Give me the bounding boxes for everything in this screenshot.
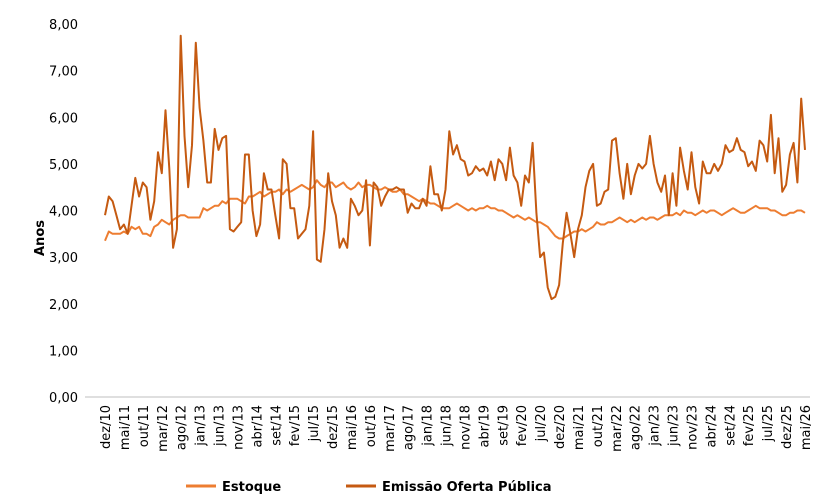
x-tick-label: mai/21 <box>572 405 587 450</box>
x-tick-label: abr/24 <box>704 405 719 448</box>
y-tick-label: 3,00 <box>49 251 78 266</box>
x-tick-label: abr/14 <box>250 405 265 448</box>
x-tick-label: dez/10 <box>99 405 114 449</box>
x-tick-label: out/21 <box>591 405 606 447</box>
x-tick-label: set/24 <box>723 405 738 446</box>
x-tick-label: jan/18 <box>421 405 436 447</box>
x-tick-label: dez/20 <box>553 405 568 449</box>
x-tick-label: mai/26 <box>799 405 813 450</box>
x-tick-label: jul/20 <box>534 405 549 442</box>
x-tick-label: jan/23 <box>648 405 663 447</box>
x-tick-label: mar/12 <box>156 405 171 452</box>
x-tick-label: set/19 <box>496 405 511 446</box>
x-tick-label: jun/13 <box>213 405 228 447</box>
x-tick-label: ago/12 <box>175 405 190 450</box>
x-tick-label: out/11 <box>137 405 152 447</box>
x-tick-label: fev/20 <box>515 405 530 446</box>
x-tick-label: abr/19 <box>477 405 492 448</box>
x-tick-label: fev/25 <box>742 405 757 446</box>
x-tick-label: mar/22 <box>610 405 625 452</box>
x-tick-label: mar/17 <box>383 405 398 452</box>
y-tick-label: 4,00 <box>49 205 78 220</box>
y-tick-label: 2,00 <box>49 298 78 313</box>
x-tick-label: set/14 <box>269 405 284 446</box>
y-tick-label: 8,00 <box>49 18 78 33</box>
legend-label: Emissão Oferta Pública <box>382 480 552 495</box>
x-tick-label: fev/15 <box>288 405 303 446</box>
y-tick-label: 0,00 <box>49 391 78 406</box>
x-tick-label: out/16 <box>364 405 379 447</box>
y-tick-label: 1,00 <box>49 344 78 359</box>
x-tick-label: jan/13 <box>194 405 209 447</box>
x-tick-label: mai/16 <box>345 405 360 450</box>
x-tick-label: nov/23 <box>685 405 700 450</box>
x-tick-label: ago/22 <box>629 405 644 450</box>
legend-label: Estoque <box>222 480 281 495</box>
x-tick-label: jul/15 <box>307 405 322 442</box>
y-axis-label: Anos <box>33 220 48 256</box>
x-tick-label: nov/13 <box>231 405 246 450</box>
y-tick-label: 5,00 <box>49 158 78 173</box>
x-tick-label: dez/15 <box>326 405 341 449</box>
x-tick-label: jun/18 <box>440 405 455 447</box>
line-series <box>104 179 806 242</box>
line-series <box>104 34 806 301</box>
x-tick-label: mai/11 <box>118 405 133 450</box>
x-tick-label: ago/17 <box>402 405 417 450</box>
x-tick-label: nov/18 <box>458 405 473 450</box>
x-tick-label: jun/23 <box>667 405 682 447</box>
x-tick-label: jul/25 <box>761 405 776 442</box>
x-tick-label: dez/25 <box>780 405 795 449</box>
y-tick-label: 7,00 <box>49 65 78 80</box>
y-tick-label: 6,00 <box>49 111 78 126</box>
